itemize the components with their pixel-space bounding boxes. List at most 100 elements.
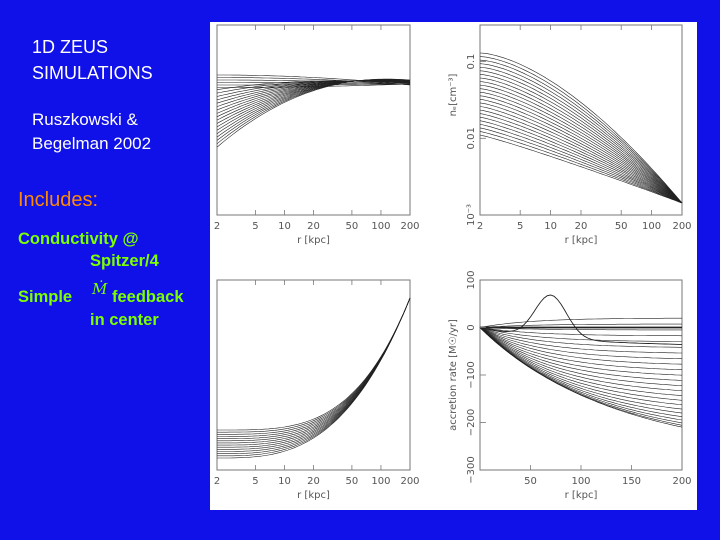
panel-top-right-xtick-label-5: 100 xyxy=(642,221,661,232)
panel-top-right-curve-2 xyxy=(479,59,683,204)
panel-top-left-xtick-label-6: 200 xyxy=(400,221,419,232)
panel-top-right-ytick-label-2: 10⁻³ xyxy=(466,204,477,226)
panel-bottom-right-xlabel: r [kpc] xyxy=(565,490,598,501)
panel-top-right-curve-18 xyxy=(479,116,683,204)
panel-top-right-curve-10 xyxy=(479,88,683,204)
panel-bottom-right-ytick-label-2: −100 xyxy=(466,361,477,388)
panel-top-right-xlabel: r [kpc] xyxy=(565,235,598,246)
panel-bottom-left-xtick-label-4: 50 xyxy=(346,476,359,487)
panel-top-left-xtick-label-3: 20 xyxy=(307,221,320,232)
feedback-line-2: in center xyxy=(90,311,159,329)
panel-bottom-left-curve-7 xyxy=(217,297,411,446)
panel-top-right-xtick-label-1: 5 xyxy=(517,221,523,232)
panel-top-left-xtick-label-5: 100 xyxy=(371,221,390,232)
panel-top-right-curve-15 xyxy=(479,106,683,204)
panel-bottom-right-curve-7 xyxy=(479,327,683,359)
panel-bottom-right-peak-curve xyxy=(479,294,682,345)
panel-bottom-left-curve-11 xyxy=(217,297,411,454)
panel-top-left-curve-1 xyxy=(217,77,411,86)
panel-bottom-left-curve-4 xyxy=(217,297,411,439)
panel-bottom-left-curve-1 xyxy=(217,297,411,433)
panel-top-right-curve-14 xyxy=(479,102,683,204)
panel-top-left-xtick-label-1: 5 xyxy=(252,221,258,232)
panel-bottom-left-xtick-label-1: 5 xyxy=(252,476,258,487)
panel-top-right-curve-21 xyxy=(479,127,683,204)
panel-top-right-ytick-label-0: 0.1 xyxy=(466,54,477,70)
panel-bottom-right-ytick-label-4: 100 xyxy=(466,270,477,289)
panel-top-right-curve-9 xyxy=(479,84,683,204)
panel-bottom-right-ytick-label-0: −300 xyxy=(466,456,477,483)
panel-bottom-left-xlabel: r [kpc] xyxy=(297,490,330,501)
panel-bottom-left-curve-6 xyxy=(217,297,411,444)
panel-top-right-curve-0 xyxy=(479,52,683,204)
title-line-1: 1D ZEUS xyxy=(32,37,109,57)
panel-bottom-right-curve-12 xyxy=(479,327,683,386)
panel-bottom-right-frame xyxy=(479,279,683,471)
panel-bottom-right-curve-6 xyxy=(479,327,682,354)
panel-bottom-left-curve-2 xyxy=(217,297,411,435)
panel-top-left-curve-23 xyxy=(216,78,411,148)
panel-top-right-curve-5 xyxy=(479,70,683,204)
panel-top-right-curve-19 xyxy=(479,120,683,204)
slide-title: 1D ZEUS SIMULATIONS xyxy=(32,34,153,86)
panel-bottom-right-curve-2 xyxy=(479,327,682,331)
panel-top-right-curve-22 xyxy=(479,131,683,204)
panel-bottom-left-curve-8 xyxy=(217,297,411,448)
panel-top-right-curve-4 xyxy=(479,67,683,204)
panel-top-right-curve-6 xyxy=(479,74,683,204)
panel-bottom-right-curve-9 xyxy=(479,327,683,370)
panel-bottom-right-curve-14 xyxy=(479,327,683,396)
panel-top-right-ylabel: nₑ[cm⁻³] xyxy=(448,73,459,116)
panel-top-right-curve-8 xyxy=(479,81,683,204)
panel-bottom-right-ylabel: accretion rate [M☉/yr] xyxy=(448,319,459,431)
panel-bottom-right-curve-1 xyxy=(479,323,682,328)
panel-top-right-xtick-label-6: 200 xyxy=(672,221,691,232)
panel-bottom-left-curve-0 xyxy=(217,297,411,431)
panel-bottom-left-curve-13 xyxy=(217,297,411,459)
conductivity-line-2: Spitzer/4 xyxy=(90,252,159,270)
feedback-label: feedback xyxy=(112,288,184,306)
panel-top-right-xtick-label-3: 20 xyxy=(575,221,588,232)
panel-top-right-curve-17 xyxy=(479,113,683,204)
panel-bottom-left-xtick-label-3: 20 xyxy=(307,476,320,487)
panel-bottom-left-xtick-label-5: 100 xyxy=(371,476,390,487)
panel-bottom-left-xtick-label-6: 200 xyxy=(400,476,419,487)
panel-top-right-curve-1 xyxy=(479,56,683,204)
panel-top-left-xlabel: r [kpc] xyxy=(297,235,330,246)
panel-bottom-right-curve-13 xyxy=(479,327,683,391)
panel-bottom-right-curve-4 xyxy=(479,327,682,342)
includes-heading: Includes: xyxy=(18,189,99,211)
panel-bottom-right-curve-16 xyxy=(479,327,683,406)
panel-bottom-right-curve-5 xyxy=(479,327,682,348)
conductivity-line-1: Conductivity @ xyxy=(18,230,139,248)
panel-bottom-right-curve-15 xyxy=(479,327,683,401)
panel-top-right-xtick-label-0: 2 xyxy=(477,221,483,232)
panel-bottom-right-curve-8 xyxy=(479,327,683,365)
panel-top-right-xtick-label-4: 50 xyxy=(615,221,628,232)
panel-bottom-right-curve-23 xyxy=(479,327,683,428)
panel-bottom-left-xtick-label-0: 2 xyxy=(214,476,220,487)
panel-bottom-right-curve-17 xyxy=(479,327,683,410)
panel-bottom-right-curve-19 xyxy=(479,327,683,417)
panel-top-left-curve-15 xyxy=(216,80,411,121)
panel-bottom-right-xtick-label-2: 150 xyxy=(622,476,641,487)
panel-top-right-curve-7 xyxy=(479,77,683,204)
panel-bottom-right-ytick-label-3: 0 xyxy=(466,324,477,330)
panel-top-right-curve-16 xyxy=(479,109,683,204)
panel-top-right-curve-20 xyxy=(479,124,683,204)
panel-bottom-right-xtick-label-3: 200 xyxy=(672,476,691,487)
panel-bottom-right-ytick-label-1: −200 xyxy=(466,409,477,436)
mdot-symbol: Ṁ xyxy=(92,280,108,298)
panel-top-left-xtick-label-4: 50 xyxy=(346,221,359,232)
panel-bottom-right-curve-11 xyxy=(479,327,683,381)
panel-top-left-xtick-label-2: 10 xyxy=(278,221,291,232)
panel-bottom-right-xtick-label-0: 50 xyxy=(524,476,537,487)
panel-top-right-ytick-label-1: 0.01 xyxy=(466,127,477,149)
simulation-figure: 2 5 10 20 50 100 200 r [kpc] 2 5 10 20 50 100 200 r [kp… xyxy=(210,22,697,510)
simple-label: Simple xyxy=(18,288,73,306)
panel-bottom-right-xtick-label-1: 100 xyxy=(571,476,590,487)
panel-bottom-left-frame xyxy=(216,279,411,471)
panel-top-left-xtick-label-0: 2 xyxy=(214,221,220,232)
author-line-2: Begelman 2002 xyxy=(32,134,152,153)
